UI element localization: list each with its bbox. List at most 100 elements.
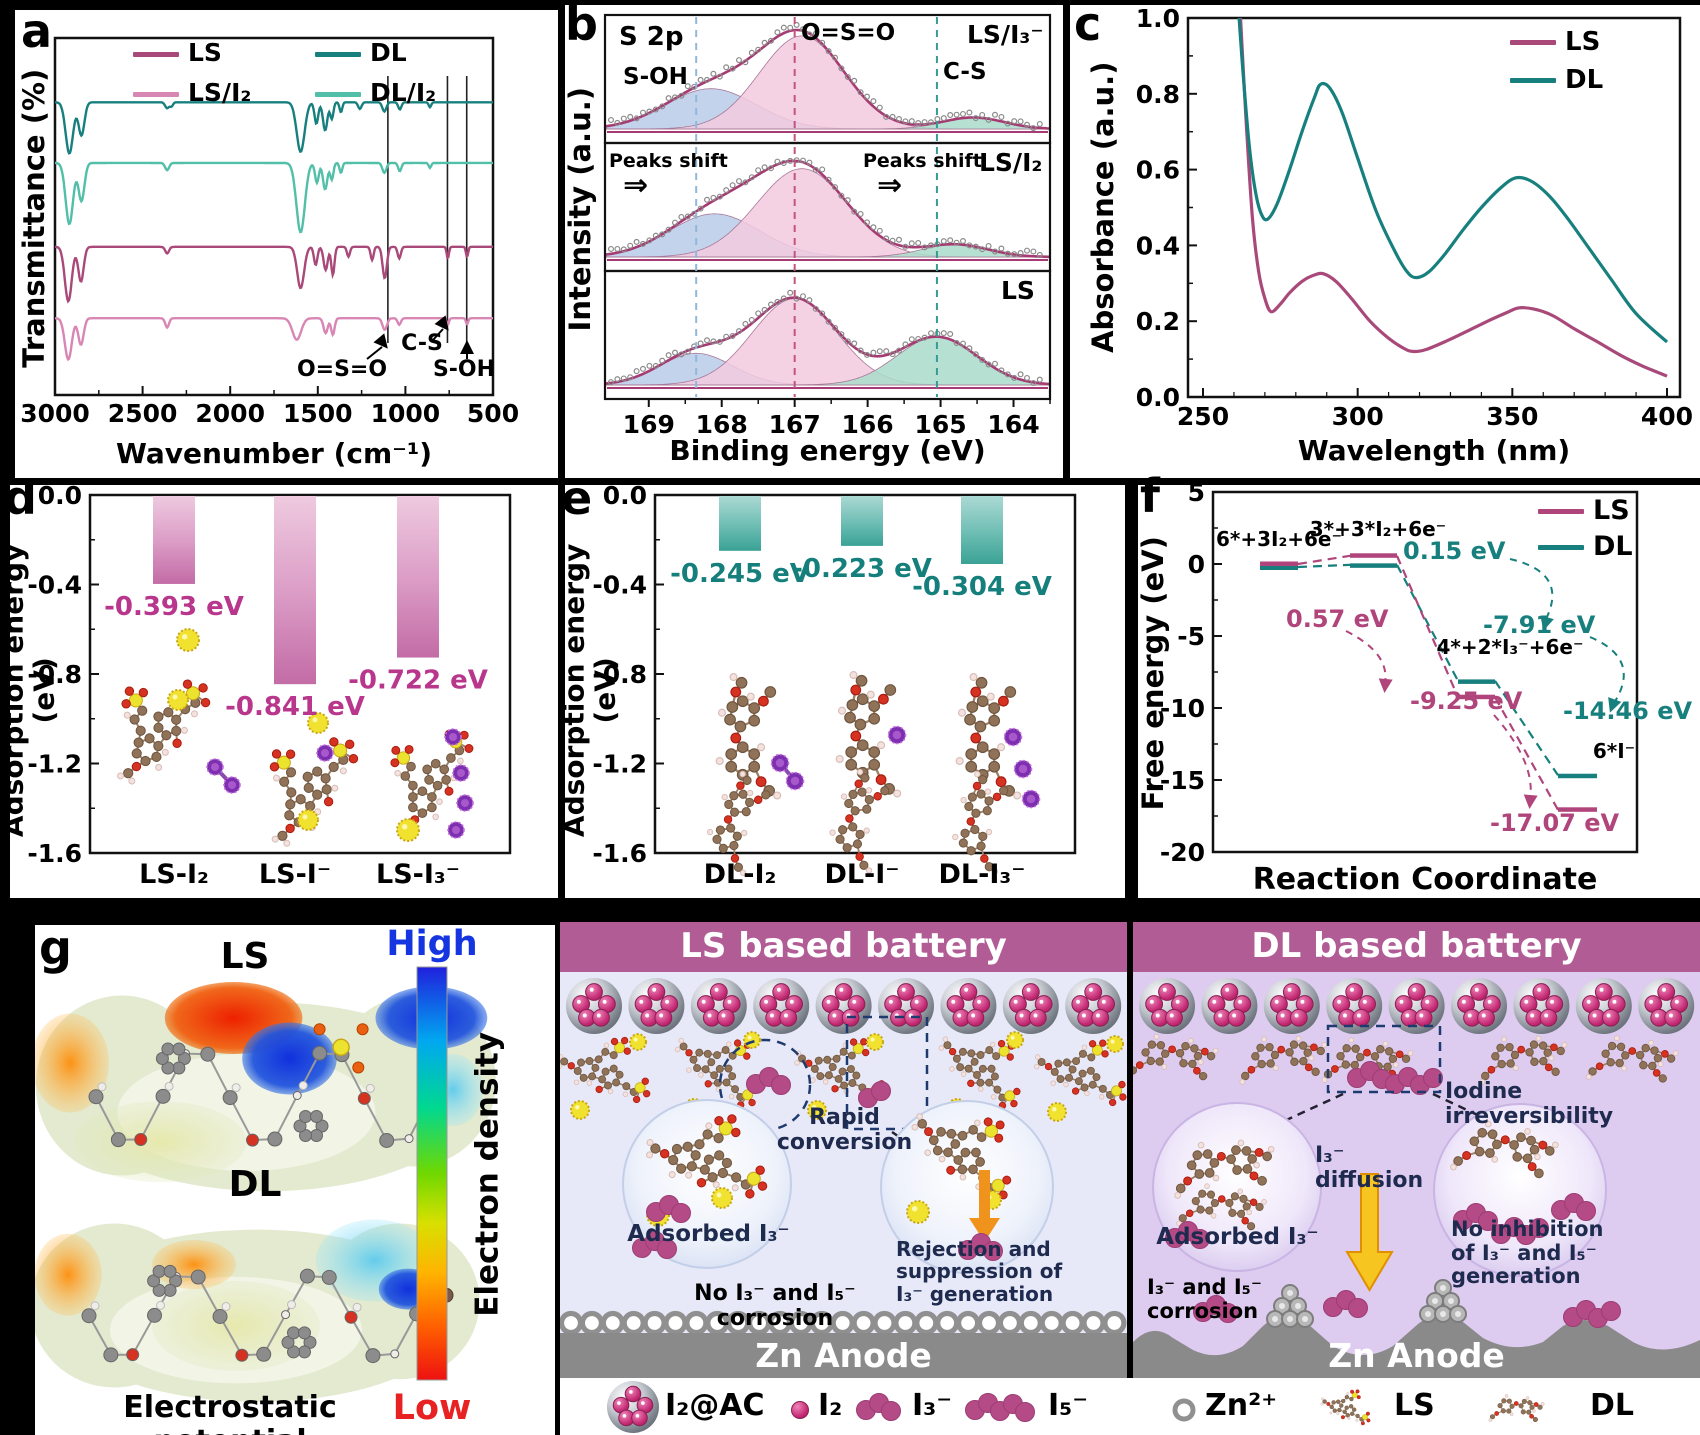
dl-i-molecule-2 bbox=[829, 768, 890, 874]
rejection-arrow bbox=[969, 1170, 1000, 1242]
zn-anode-label: Zn Anode bbox=[755, 1336, 932, 1375]
i2-at-ac-sphere bbox=[1263, 978, 1320, 1034]
legend-swatch-dl bbox=[1510, 78, 1556, 83]
dl-esp-blob bbox=[35, 1219, 480, 1402]
free-energy-chart: 5 0 -5 -10 -15 -20 6*+3I₂+6e⁻3*+3*I₂+6e⁻ 4*+2*I… bbox=[1160, 485, 1693, 867]
bar-value-label: -0.393 eV bbox=[104, 592, 244, 622]
zn-ion bbox=[1102, 1310, 1127, 1336]
zn-ion bbox=[621, 1310, 646, 1336]
legend-swatch-ls bbox=[1538, 509, 1584, 514]
xps-spectrum-label-ls: LS bbox=[1001, 276, 1035, 305]
iodide-ion bbox=[887, 725, 907, 745]
y-tick-label: 1.0 bbox=[1136, 5, 1180, 33]
dl-energy-level bbox=[1260, 565, 1298, 570]
legend-swatch-ls bbox=[1510, 40, 1556, 45]
i2-at-ac-sphere bbox=[1638, 978, 1695, 1034]
ls-esp-blob bbox=[35, 982, 496, 1192]
i5-cluster bbox=[1385, 1067, 1443, 1095]
adsorption-energy-dl-chart: 0.0 -0.4 -0.8 -1.2 -1.6 -0.245 eV DL-I₂ -0.223 … bbox=[592, 485, 1077, 890]
legend-item-dl: DL bbox=[1510, 65, 1603, 95]
xps-chart: 169 168 167 166 165 164 bbox=[603, 13, 1052, 439]
y-tick-label: 0.6 bbox=[1136, 156, 1180, 185]
panel-b-xps: 169 168 167 166 165 164 b Intensity (a.u.) Bi… bbox=[563, 0, 1063, 478]
adsorbed-i3 bbox=[646, 1195, 691, 1223]
i3-cluster bbox=[1347, 1061, 1392, 1089]
ls-energy-level bbox=[1260, 561, 1298, 566]
ls-energy-level bbox=[1558, 807, 1597, 812]
i2-at-ac-sphere bbox=[1575, 978, 1632, 1034]
iodide-ion bbox=[447, 821, 465, 839]
adsorbed-i3 bbox=[632, 1231, 677, 1259]
legend-label-i2: I₂ bbox=[818, 1388, 843, 1423]
ftir-curve-LS bbox=[55, 245, 493, 304]
sulfur-site bbox=[1006, 1031, 1024, 1049]
iodide-ion bbox=[785, 771, 805, 791]
iodide-ion bbox=[452, 764, 470, 782]
zn-anode-bar bbox=[560, 1333, 1127, 1378]
adsorption-energy-ls-chart: 0.0 -0.4 -0.8 -1.2 -1.6 -0.393 eV LS-I₂ -0.841 … bbox=[27, 485, 512, 890]
y-axis-label-adsorption-energy: Adsorption energy (eV) bbox=[557, 543, 622, 838]
zn-ion bbox=[579, 1310, 605, 1336]
i3-diffusion-arrow bbox=[1345, 1173, 1394, 1292]
iodine-irreversibility-label: Iodine irreversibility bbox=[1445, 1079, 1614, 1129]
electrostatic-caption: Electrostatic potential bbox=[123, 1390, 337, 1435]
ls-legend-molecule bbox=[1320, 1389, 1371, 1426]
ls-molecule-label: LS bbox=[220, 936, 270, 977]
panel-d-adsorption-ls: 0.0 -0.4 -0.8 -1.2 -1.6 -0.393 eV LS-I₂ -0.841 … bbox=[0, 471, 558, 898]
xps-envelope bbox=[604, 159, 1050, 259]
x-tick-label: 169 bbox=[623, 410, 675, 439]
i2-at-ac-sphere bbox=[1388, 978, 1445, 1034]
zn-dendrite-cluster bbox=[1266, 1284, 1314, 1328]
arrow-head bbox=[1540, 615, 1554, 631]
ls-battery-graphics bbox=[560, 922, 1127, 1378]
bubble-dl-molecule-2 bbox=[1176, 1183, 1267, 1231]
sulfur-site bbox=[807, 1100, 827, 1120]
x-tick-label: 1500 bbox=[283, 399, 353, 428]
stage-label-3: 4*+2*I₃⁻+6e⁻ bbox=[1436, 635, 1583, 659]
y-tick-label: -0.8 bbox=[592, 660, 647, 689]
stage-label-1: 6*+3I₂+6e⁻ bbox=[1216, 527, 1342, 551]
adsorption-bar bbox=[397, 496, 439, 658]
zn-ion bbox=[976, 1310, 1002, 1336]
i2-at-ac-sphere bbox=[753, 978, 810, 1034]
dl-i2-molecule-2 bbox=[706, 770, 771, 876]
adsorption-bar bbox=[961, 496, 1003, 565]
no-inhibition-label: No inhibition of I₃⁻ and I₅⁻ generation bbox=[1451, 1217, 1604, 1289]
bar-category-label: LS-I₃⁻ bbox=[376, 859, 460, 890]
i2-icon bbox=[791, 1401, 809, 1419]
rejection-bubble bbox=[880, 1100, 1054, 1274]
free-i3 bbox=[1551, 1193, 1596, 1221]
legend-item-ls: LS bbox=[1510, 27, 1600, 57]
annotation-oso: O=S=O bbox=[297, 357, 387, 382]
sulfur-site bbox=[297, 809, 319, 831]
legend-label-i3: I₃⁻ bbox=[912, 1388, 953, 1423]
stage-label-4: 6*I⁻ bbox=[1593, 739, 1635, 763]
y-tick-label: -1.6 bbox=[592, 839, 647, 868]
ls-i2-molecule bbox=[117, 679, 211, 785]
sulfur-site bbox=[743, 1031, 761, 1049]
dashed-highlight-rect bbox=[1326, 1024, 1442, 1094]
i2-at-ac-sphere bbox=[628, 978, 685, 1034]
ls-cathode-molecule bbox=[794, 1038, 886, 1106]
y-tick-label: 0.8 bbox=[1136, 80, 1180, 109]
i2-at-ac-sphere bbox=[1451, 978, 1507, 1034]
annotation-cs: C-S bbox=[401, 331, 443, 356]
sulfur-site bbox=[906, 1200, 930, 1224]
bar-value-label: -0.245 eV bbox=[670, 559, 810, 589]
zn-ion bbox=[935, 1310, 960, 1336]
legend-label-dl: DL bbox=[1590, 1388, 1635, 1423]
rejected-i3 bbox=[958, 1233, 1003, 1261]
ls-cathode-molecule bbox=[1033, 1039, 1127, 1107]
dl-i3-molecule-2 bbox=[952, 771, 1009, 875]
y-tick-label: -10 bbox=[1160, 694, 1205, 723]
y-axis-label-adsorption-energy: Adsorption energy (eV) bbox=[0, 543, 61, 838]
iodide-ion bbox=[316, 744, 334, 762]
panel-letter-c: c bbox=[1074, 0, 1102, 51]
sulfur-site bbox=[1106, 1035, 1124, 1053]
bar-value-label: -0.304 eV bbox=[912, 572, 1052, 602]
dl-battery-title: DL based battery bbox=[1251, 926, 1582, 966]
zn-ion bbox=[1039, 1310, 1064, 1336]
panel-e-adsorption-dl: 0.0 -0.4 -0.8 -1.2 -1.6 -0.245 eV DL-I₂ -0.223 … bbox=[558, 471, 1125, 898]
dl-energy-level bbox=[1558, 773, 1597, 779]
ls-energy-level bbox=[1458, 694, 1495, 700]
